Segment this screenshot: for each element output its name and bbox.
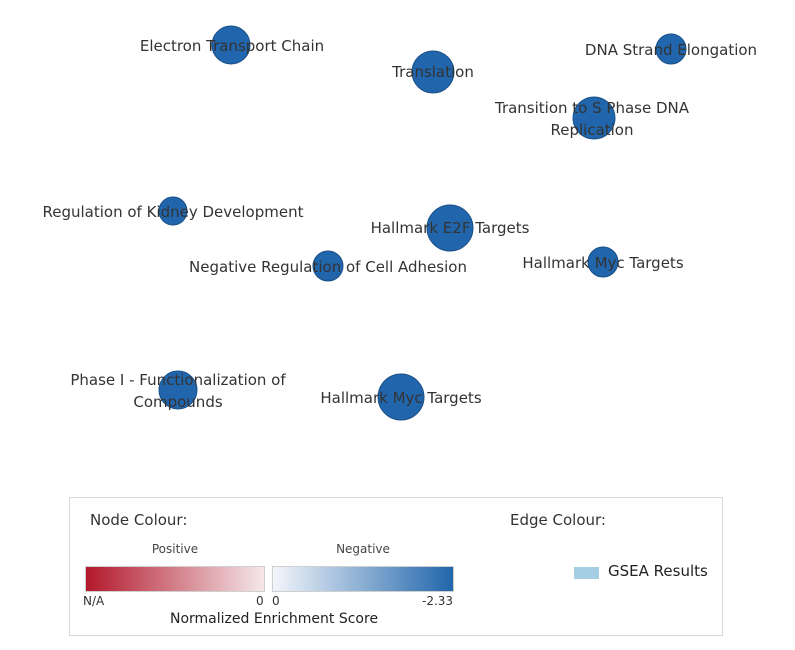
- network-node[interactable]: [377, 373, 425, 421]
- tick-negative-min: -2.33: [422, 594, 454, 608]
- node-label: Transition to S Phase DNA Replication: [494, 99, 690, 139]
- positive-gradient-bar: [85, 566, 265, 592]
- edge-legend-label: GSEA Results: [608, 562, 708, 580]
- positive-label: Positive: [151, 542, 199, 556]
- tick-positive-zero: 0: [256, 594, 264, 608]
- axis-label: Normalized Enrichment Score: [170, 611, 379, 627]
- network-node[interactable]: [572, 96, 616, 140]
- negative-label: Negative: [336, 542, 390, 556]
- network-node[interactable]: [312, 250, 344, 282]
- node-label: Phase I - Functionalization of Compounds: [70, 371, 286, 411]
- node-label: Electron Transport Chain: [140, 37, 324, 55]
- node-label: Hallmark Myc Targets: [320, 389, 481, 407]
- network-graph: Electron Transport Chain Translation DNA S…: [43, 25, 757, 421]
- tick-negative-zero: 0: [272, 594, 280, 608]
- network-node[interactable]: [587, 246, 619, 278]
- node-label: Translation: [391, 63, 474, 81]
- legend-panel: Node Colour: Edge Colour: Positive Negat…: [69, 497, 723, 636]
- node-colour-title: Node Colour:: [90, 511, 188, 529]
- node-label: DNA Strand Elongation: [585, 41, 757, 59]
- network-node[interactable]: [211, 25, 251, 65]
- network-node[interactable]: [411, 50, 455, 94]
- node-label: Hallmark Myc Targets: [522, 254, 683, 272]
- node-label: Hallmark E2F Targets: [371, 219, 530, 237]
- node-label: Regulation of Kidney Development: [43, 203, 304, 221]
- tick-na: N/A: [83, 594, 105, 608]
- negative-gradient-bar: [272, 566, 454, 592]
- network-node[interactable]: [655, 33, 687, 65]
- network-node[interactable]: [426, 204, 474, 252]
- network-node[interactable]: [158, 196, 188, 226]
- edge-colour-swatch: [574, 567, 599, 579]
- network-node[interactable]: [158, 370, 198, 410]
- edge-colour-title: Edge Colour:: [510, 511, 606, 529]
- node-label: Negative Regulation of Cell Adhesion: [189, 258, 467, 276]
